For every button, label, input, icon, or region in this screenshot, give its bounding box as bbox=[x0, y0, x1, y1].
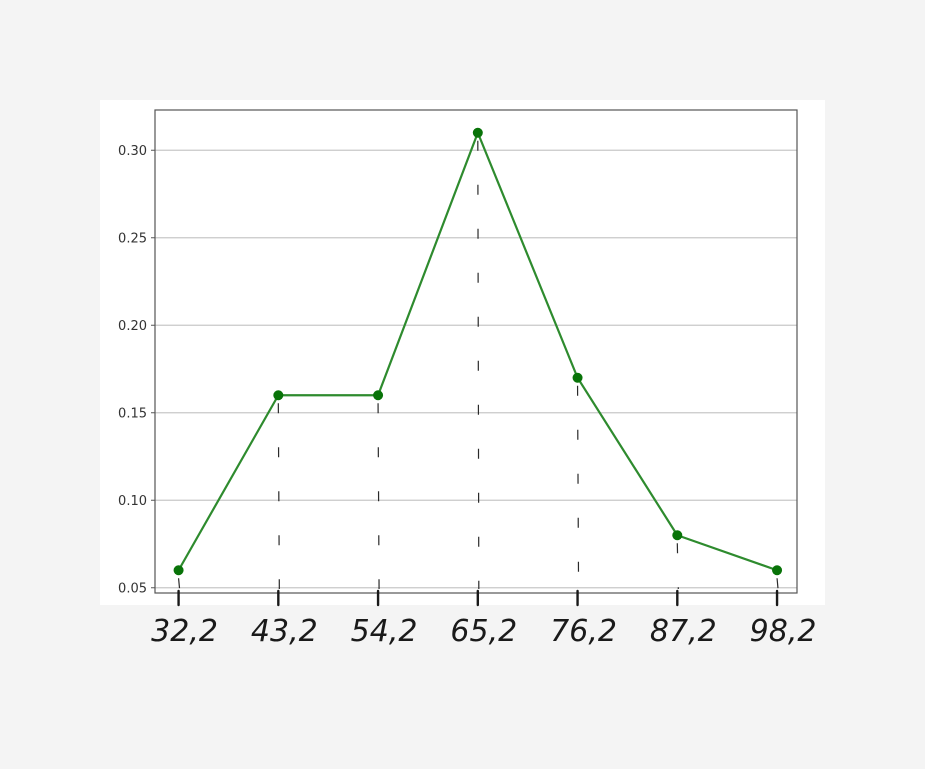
x-axis: 32,2 43,2 54,2 65,2 76,2 87,2 98,2 bbox=[151, 589, 817, 649]
drop-line bbox=[277, 403, 280, 590]
x-tick-label: 65,2 bbox=[450, 614, 517, 649]
y-tick-label: 0.10 bbox=[118, 494, 147, 509]
data-point bbox=[472, 127, 483, 138]
x-tick-label: 87,2 bbox=[650, 614, 717, 649]
data-point bbox=[672, 530, 683, 541]
y-tick-label: 0.30 bbox=[118, 144, 147, 159]
y-axis: 0.05 0.10 0.15 0.20 0.25 0.30 bbox=[118, 144, 155, 596]
drop-line bbox=[776, 578, 779, 590]
plot-frame bbox=[154, 109, 798, 594]
data-points bbox=[173, 127, 783, 576]
data-point bbox=[373, 390, 384, 401]
y-tick-label: 0.25 bbox=[118, 231, 147, 246]
x-tick-label: 76,2 bbox=[550, 614, 617, 649]
series-path bbox=[177, 131, 778, 572]
drop-lines bbox=[177, 140, 779, 590]
x-tick-label: 43,2 bbox=[251, 614, 318, 649]
data-point bbox=[173, 565, 184, 576]
grid-lines bbox=[155, 149, 797, 589]
series-line bbox=[177, 131, 778, 572]
drop-line bbox=[676, 543, 679, 590]
data-point bbox=[772, 565, 783, 576]
drop-line bbox=[177, 578, 181, 590]
data-point bbox=[572, 372, 583, 383]
x-tick-label: 32,2 bbox=[151, 614, 218, 649]
y-tick-label: 0.15 bbox=[118, 406, 147, 421]
drop-line bbox=[477, 140, 480, 590]
data-point bbox=[273, 390, 284, 401]
drop-line bbox=[377, 403, 380, 590]
drop-line bbox=[576, 385, 580, 590]
line-chart: 0.05 0.10 0.15 0.20 0.25 0.30 32,2 43,2 54,2 65,… bbox=[118, 109, 817, 649]
y-tick-label: 0.20 bbox=[118, 319, 147, 334]
x-tick-label: 54,2 bbox=[351, 614, 418, 649]
chart-card: 0.05 0.10 0.15 0.20 0.25 0.30 32,2 43,2 54,2 65,… bbox=[100, 100, 825, 649]
y-tick-label: 0.05 bbox=[118, 581, 147, 596]
x-tick-label: 98,2 bbox=[750, 614, 817, 649]
